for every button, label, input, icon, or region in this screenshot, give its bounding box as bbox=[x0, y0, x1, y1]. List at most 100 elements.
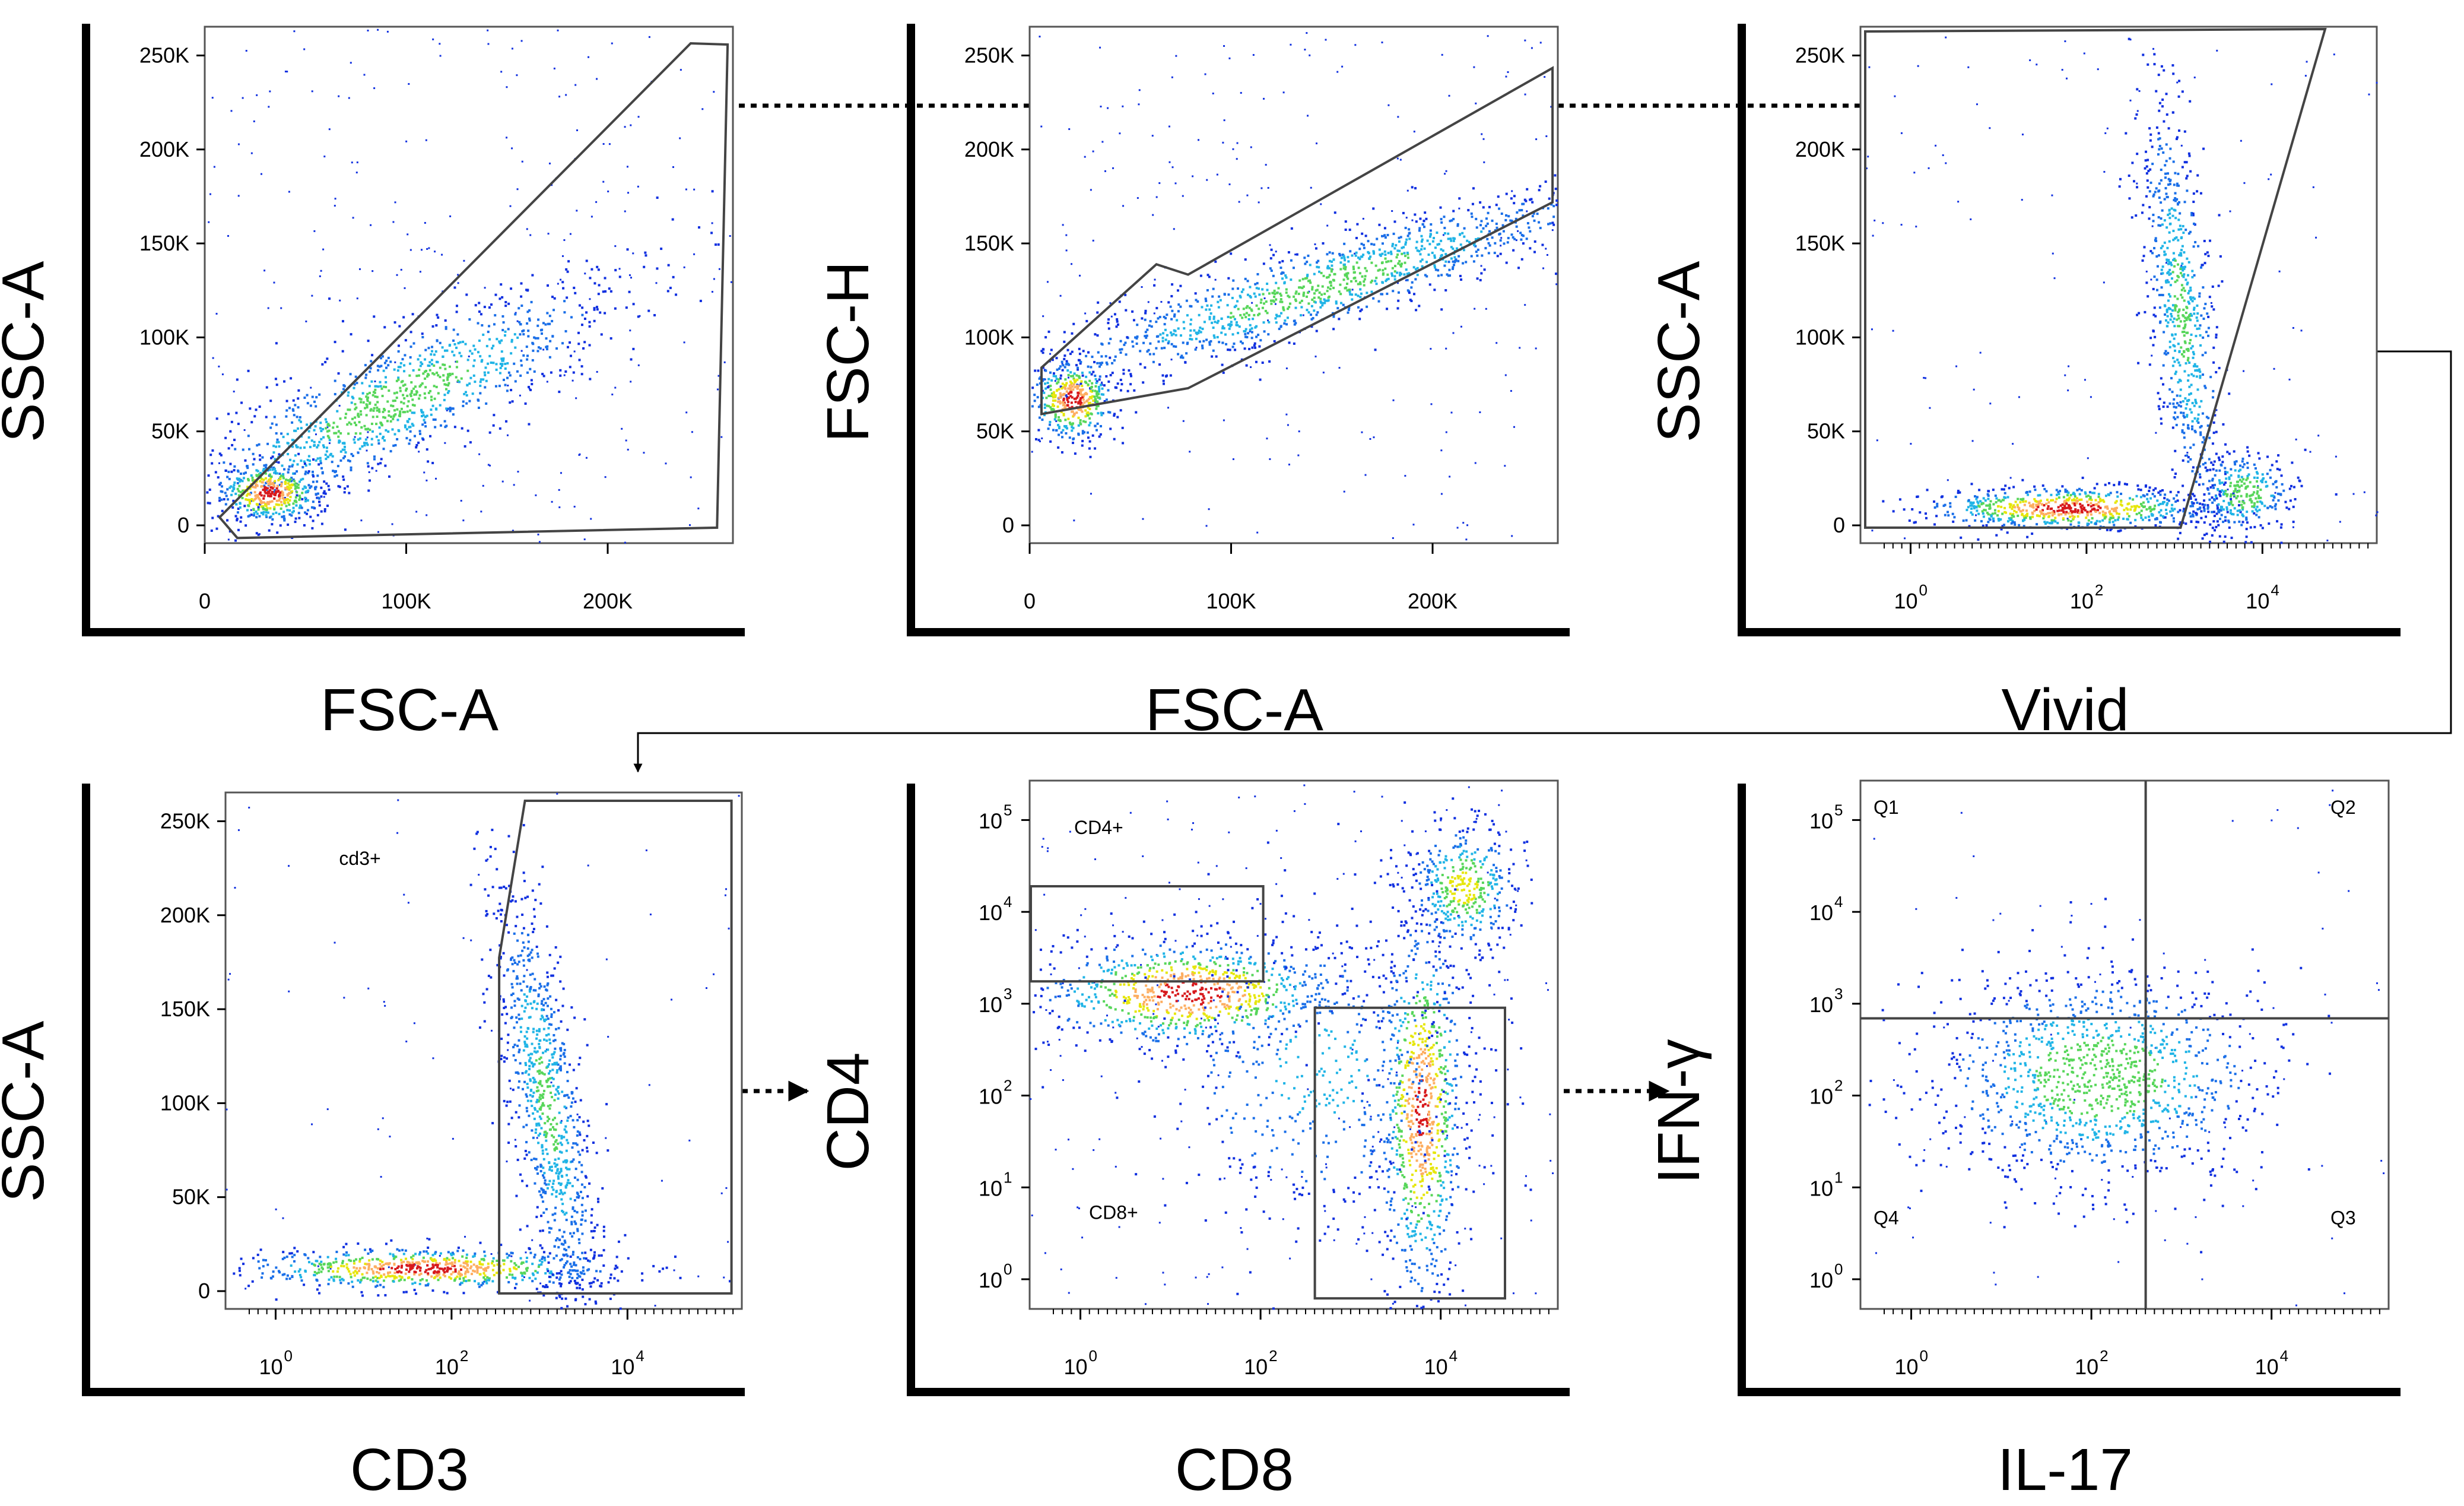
data-point bbox=[2003, 492, 2006, 494]
data-point bbox=[268, 490, 271, 493]
data-point bbox=[1147, 301, 1150, 303]
data-point bbox=[1488, 230, 1491, 233]
data-point bbox=[1278, 261, 1281, 264]
data-point bbox=[490, 361, 493, 364]
data-point bbox=[237, 423, 240, 426]
data-point bbox=[2153, 306, 2156, 309]
data-point bbox=[248, 500, 251, 503]
data-point bbox=[412, 424, 415, 427]
data-point bbox=[1167, 407, 1170, 409]
data-point bbox=[406, 394, 409, 397]
data-point bbox=[313, 429, 316, 432]
data-point bbox=[1229, 316, 1232, 319]
data-point bbox=[1113, 437, 1116, 440]
data-point bbox=[1538, 189, 1541, 192]
data-point bbox=[374, 381, 376, 383]
data-point bbox=[1482, 227, 1485, 230]
data-point bbox=[2167, 321, 2170, 324]
data-point bbox=[1911, 508, 1914, 511]
data-point bbox=[376, 401, 379, 404]
data-point bbox=[2157, 224, 2160, 227]
data-point bbox=[364, 407, 367, 410]
data-point bbox=[439, 366, 442, 369]
data-point bbox=[1211, 295, 1214, 298]
data-point bbox=[424, 397, 427, 400]
data-point bbox=[2050, 522, 2053, 525]
data-point bbox=[1223, 293, 1226, 296]
data-point bbox=[357, 451, 360, 454]
data-point bbox=[2182, 287, 2185, 290]
data-point bbox=[269, 483, 272, 486]
data-point bbox=[279, 524, 282, 527]
data-point bbox=[1377, 300, 1380, 303]
data-point bbox=[2165, 319, 2168, 322]
data-point bbox=[1253, 292, 1256, 295]
data-point bbox=[1096, 380, 1098, 383]
data-point bbox=[1164, 317, 1167, 320]
data-point bbox=[1234, 305, 1237, 307]
data-point bbox=[313, 400, 316, 403]
data-point bbox=[253, 120, 255, 122]
data-point bbox=[353, 421, 356, 424]
data-point bbox=[466, 369, 469, 372]
data-point bbox=[215, 527, 218, 530]
data-point bbox=[1066, 427, 1069, 430]
data-point bbox=[1257, 334, 1260, 337]
data-point bbox=[1179, 334, 1182, 337]
data-point bbox=[597, 293, 600, 296]
data-point bbox=[395, 391, 398, 394]
data-point bbox=[371, 467, 374, 470]
data-point bbox=[221, 490, 224, 493]
gate-overlay bbox=[1040, 66, 1554, 416]
data-point bbox=[1257, 313, 1260, 316]
data-point bbox=[604, 290, 607, 293]
data-point bbox=[339, 450, 342, 453]
data-point bbox=[1146, 328, 1149, 331]
data-point bbox=[479, 384, 482, 387]
data-point bbox=[1198, 329, 1201, 332]
data-point bbox=[2171, 468, 2174, 471]
data-point bbox=[372, 409, 375, 412]
data-point bbox=[1254, 346, 1257, 349]
data-point bbox=[280, 503, 283, 506]
data-point bbox=[2071, 515, 2074, 518]
data-point bbox=[1077, 432, 1080, 435]
data-point bbox=[1942, 505, 1945, 508]
data-point bbox=[2177, 310, 2180, 313]
data-point bbox=[1107, 411, 1110, 414]
data-point bbox=[392, 405, 395, 408]
data-point bbox=[1326, 265, 1329, 268]
data-point bbox=[1107, 327, 1110, 330]
data-point bbox=[343, 491, 346, 494]
data-point bbox=[1206, 304, 1209, 307]
data-point bbox=[297, 486, 300, 489]
data-point bbox=[566, 296, 569, 299]
data-point bbox=[1916, 495, 1919, 498]
data-point bbox=[1359, 283, 1362, 286]
data-point bbox=[2154, 315, 2157, 318]
data-point bbox=[2292, 526, 2294, 528]
data-point bbox=[2207, 417, 2210, 420]
data-point bbox=[2211, 305, 2214, 308]
data-point bbox=[1046, 404, 1049, 407]
data-point bbox=[1526, 188, 1529, 191]
data-point bbox=[506, 137, 508, 139]
data-point bbox=[2166, 315, 2169, 318]
data-point bbox=[301, 492, 304, 494]
data-point bbox=[519, 374, 522, 377]
data-point bbox=[2023, 518, 2026, 521]
data-point bbox=[1323, 298, 1326, 301]
data-point bbox=[2215, 326, 2218, 329]
data-point bbox=[2170, 377, 2173, 380]
data-point bbox=[292, 510, 295, 513]
data-point bbox=[1392, 537, 1394, 540]
data-point bbox=[273, 471, 276, 474]
data-point bbox=[1281, 260, 1284, 263]
data-point bbox=[1051, 359, 1054, 362]
data-point bbox=[2188, 313, 2191, 316]
data-point bbox=[266, 492, 269, 495]
data-point bbox=[435, 324, 438, 327]
data-point bbox=[1474, 307, 1476, 310]
data-point bbox=[1246, 280, 1249, 283]
data-point bbox=[2151, 514, 2154, 517]
